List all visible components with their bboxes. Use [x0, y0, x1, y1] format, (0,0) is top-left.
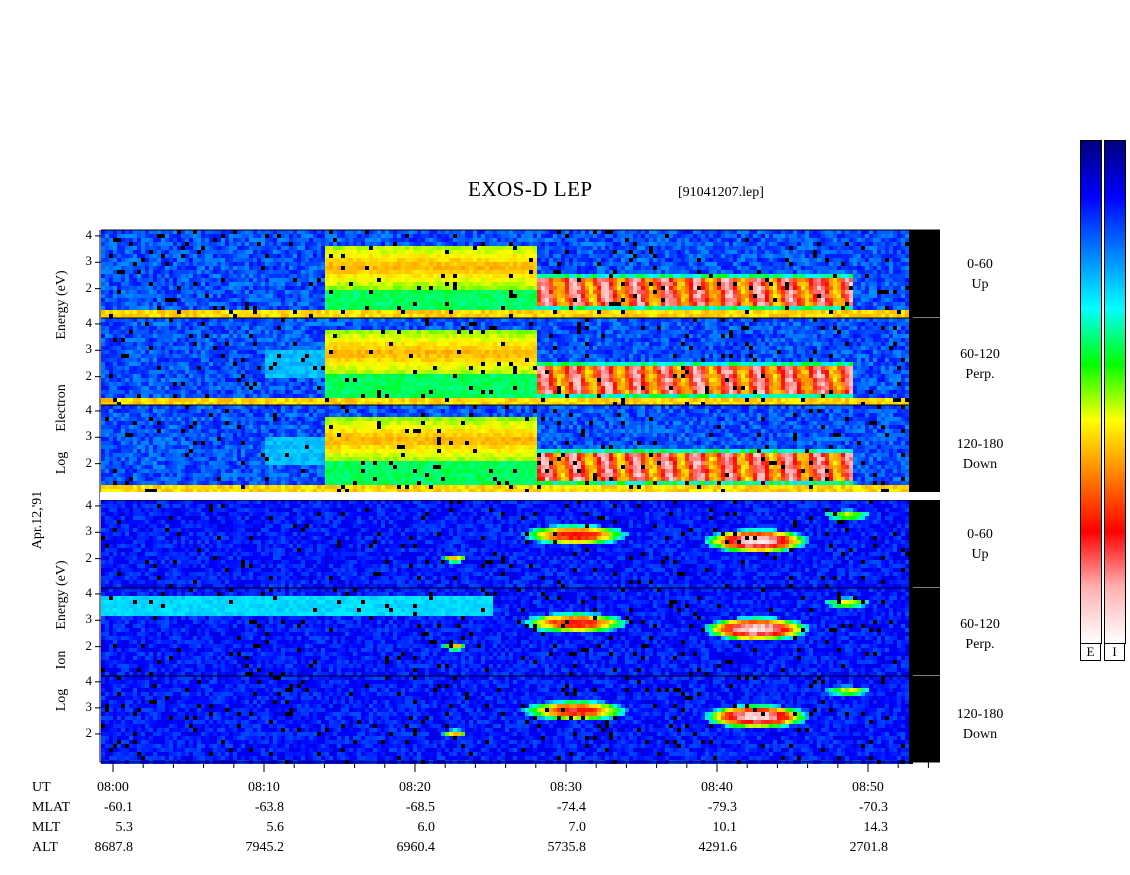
panel-angle: 60-120 [940, 345, 1020, 365]
x-value-mlt: 6.0 [365, 820, 436, 836]
x-value-alt: 4291.6 [667, 840, 738, 856]
file-name: [91041207.lep] [678, 185, 764, 201]
ylabel-word: Energy [54, 299, 69, 339]
panel-direction: Down [940, 455, 1020, 475]
y-tick-label: 3 [78, 699, 93, 715]
x-value-ut: 08:30 [531, 780, 601, 796]
panel-angle: 120-180 [940, 435, 1020, 455]
no-data-strip [912, 318, 940, 405]
y-tick-label: 2 [78, 368, 93, 384]
spectrogram-panel-4 [101, 500, 940, 588]
panel-label-e-up: 0-60 Up [940, 255, 1020, 295]
panel-angle: 0-60 [940, 255, 1020, 275]
y-tick-label: 3 [78, 341, 93, 357]
panel-label-i-up: 0-60 Up [940, 525, 1020, 565]
spectrogram-panel-2 [101, 318, 940, 406]
panel-direction: Up [940, 545, 1020, 565]
ylabel-word: Log [54, 689, 69, 712]
x-value-mlt: 7.0 [516, 820, 587, 836]
electron-ylabel-log: Log [54, 423, 70, 503]
colorbar-label-electron: E [1080, 643, 1101, 661]
colorbar-ion [1104, 140, 1126, 644]
x-value-alt: 8687.8 [63, 840, 134, 856]
x-value-mlt: 10.1 [667, 820, 738, 836]
y-tick-label: 4 [78, 315, 93, 331]
x-value-alt: 5735.8 [516, 840, 587, 856]
panel-angle: 60-120 [940, 615, 1020, 635]
y-tick-label: 4 [78, 402, 93, 418]
x-value-mlat: -74.4 [516, 800, 586, 816]
x-value-ut: 08:20 [380, 780, 450, 796]
row-label-ut: UT [32, 780, 51, 796]
spectrogram-panel-3 [101, 405, 940, 493]
no-data-strip [912, 588, 940, 675]
y-tick-label: 2 [78, 638, 93, 654]
x-value-ut: 08:40 [682, 780, 752, 796]
no-data-strip [912, 500, 940, 587]
x-value-mlat: -79.3 [667, 800, 737, 816]
x-value-mlat: -60.1 [63, 800, 133, 816]
chart-title: EXOS-D LEP [468, 177, 593, 202]
panel-direction: Down [940, 725, 1020, 745]
y-tick-label: 4 [78, 497, 93, 513]
y-tick-label: 3 [78, 428, 93, 444]
no-data-strip [912, 230, 940, 317]
panel-direction: Up [940, 275, 1020, 295]
colorbar-electron [1080, 140, 1102, 644]
x-value-mlt: 5.3 [63, 820, 134, 836]
y-tick-label: 2 [78, 280, 93, 296]
colorbar-label-ion: I [1104, 643, 1125, 661]
x-value-ut: 08:50 [833, 780, 903, 796]
no-data-strip [912, 676, 940, 762]
ion-ylabel-log: Log [54, 660, 70, 740]
panel-label-i-perp: 60-120 Perp. [940, 615, 1020, 655]
spectrogram-panel-1 [101, 230, 940, 318]
panel-direction: Perp. [940, 365, 1020, 385]
electron-ylabel-energy-ev: Energy (eV) [54, 265, 70, 345]
x-value-ut: 08:00 [78, 780, 148, 796]
row-label-alt: ALT [32, 840, 58, 856]
x-value-mlat: -70.3 [818, 800, 888, 816]
ylabel-word: (eV) [54, 560, 69, 586]
y-tick-label: 3 [78, 253, 93, 269]
row-label-mlt: MLT [32, 820, 60, 836]
spectrogram-panel-5 [101, 588, 940, 676]
y-tick-label: 4 [78, 585, 93, 601]
x-value-ut: 08:10 [229, 780, 299, 796]
x-value-alt: 6960.4 [365, 840, 436, 856]
y-tick-label: 2 [78, 550, 93, 566]
row-label-mlat: MLAT [32, 800, 70, 816]
x-value-alt: 7945.2 [214, 840, 285, 856]
y-tick-label: 3 [78, 523, 93, 539]
y-tick-label: 4 [78, 227, 93, 243]
panel-angle: 0-60 [940, 525, 1020, 545]
x-value-alt: 2701.8 [818, 840, 889, 856]
panel-label-e-down: 120-180 Down [940, 435, 1020, 475]
y-tick-label: 2 [78, 725, 93, 741]
y-tick-label: 4 [78, 673, 93, 689]
y-tick-label: 2 [78, 455, 93, 471]
panel-label-i-down: 120-180 Down [940, 705, 1020, 745]
y-tick-label: 3 [78, 611, 93, 627]
species-gap [100, 492, 942, 500]
panel-direction: Perp. [940, 635, 1020, 655]
ylabel-word: Log [54, 452, 69, 475]
x-value-mlat: -63.8 [214, 800, 284, 816]
ylabel-word: (eV) [54, 270, 69, 296]
date-label: Apr.12,'91 [30, 480, 46, 560]
spectrogram-panel-6 [101, 676, 940, 764]
panel-label-e-perp: 60-120 Perp. [940, 345, 1020, 385]
x-value-mlat: -68.5 [365, 800, 435, 816]
x-value-mlt: 14.3 [818, 820, 889, 836]
no-data-strip [912, 405, 940, 492]
panel-angle: 120-180 [940, 705, 1020, 725]
x-value-mlt: 5.6 [214, 820, 285, 836]
